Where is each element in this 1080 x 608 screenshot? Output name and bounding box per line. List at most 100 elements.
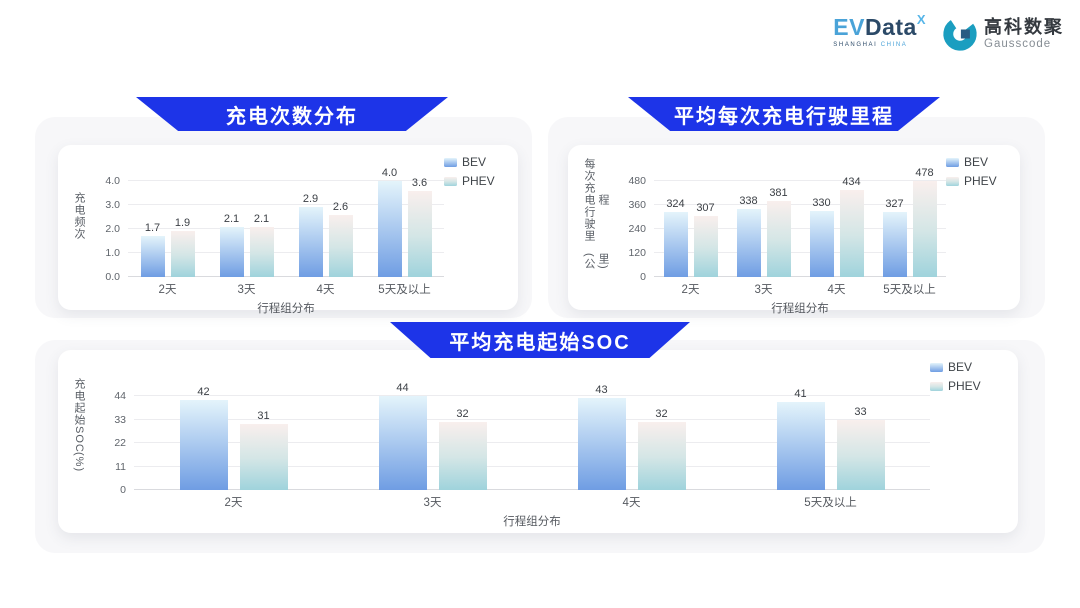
bar-value-label: 31 — [257, 409, 270, 422]
bar-value-label: 44 — [396, 382, 409, 394]
bars-row: 324 307 338 381 330 434 327 478 — [654, 168, 946, 277]
bar-value-label: 434 — [842, 176, 861, 189]
bar-bev — [577, 398, 626, 490]
x-axis-baseline — [134, 489, 930, 490]
y-axis-label-text: 每次充电行驶里程 — [583, 158, 609, 243]
chart3-title: 平均充电起始SOC — [449, 331, 631, 354]
bar-value-label: 330 — [812, 197, 831, 209]
bar-value-label: 32 — [655, 407, 668, 420]
gausscode-logo-icon — [943, 17, 977, 51]
gridline — [128, 252, 444, 253]
bar-phev — [839, 190, 864, 277]
x-category-label: 2天 — [158, 284, 177, 296]
bar-value-label: 4.0 — [381, 167, 398, 179]
legend-item-bev[interactable]: BEV — [946, 155, 1008, 169]
evdata-logo-text: EVDataX — [833, 13, 926, 40]
legend-label: PHEV — [948, 379, 981, 393]
y-tick-label: 0.0 — [105, 271, 120, 283]
y-axis-label: 每次充电行驶里程 (公里) — [582, 155, 610, 277]
bar-unit: 1.7 — [140, 223, 165, 277]
x-category-label: 5天及以上 — [883, 284, 936, 296]
x-axis-categories: 2天 3天 4天 5天及以上 — [654, 281, 946, 297]
legend: BEV PHEV — [930, 360, 1006, 419]
gausscode-logo: 高科数聚 Gausscode — [942, 16, 1064, 52]
bar-unit: 32 — [438, 407, 487, 490]
legend-item-phev[interactable]: PHEV — [930, 379, 1006, 393]
legend-item-bev[interactable]: BEV — [930, 360, 1006, 374]
gausscode-logo-text: 高科数聚 Gausscode — [984, 18, 1064, 50]
bar-value-label: 2.6 — [332, 200, 349, 213]
chart1-title-banner: 充电次数分布 — [136, 97, 448, 131]
x-axis-baseline — [654, 276, 946, 277]
chart3-card: 充电起始SOC (%) 0 11 22 33 44 42 31 44 32 43 32 41 33 2天 3天 4… — [58, 350, 1018, 533]
bar-unit: 44 — [378, 382, 427, 490]
axis-area: 0.0 1.0 2.0 3.0 4.0 1.7 1.9 2.1 2.1 2.9 2.6 4.0 3.6 2… — [90, 155, 444, 316]
bar-unit: 32 — [637, 407, 686, 490]
legend-item-bev[interactable]: BEV — [444, 155, 506, 169]
bar-phev — [328, 214, 353, 277]
bar-unit: 434 — [839, 176, 864, 277]
bar-unit: 33 — [836, 406, 885, 490]
x-category-label: 4天 — [622, 497, 641, 509]
bar-value-label: 324 — [666, 198, 685, 211]
chart1-title: 充电次数分布 — [226, 105, 358, 128]
evdata-logo-ev: EV — [833, 14, 865, 40]
category-group: 41 33 — [731, 389, 930, 490]
bar-bev — [179, 400, 228, 490]
category-group: 42 31 — [134, 387, 333, 490]
legend-item-phev[interactable]: PHEV — [946, 174, 1008, 188]
plot-grid: 1.7 1.9 2.1 2.1 2.9 2.6 4.0 3.6 — [128, 155, 444, 277]
bar-unit: 327 — [882, 197, 907, 277]
x-category-label: 4天 — [316, 284, 335, 296]
category-group: 327 478 — [873, 168, 946, 277]
y-tick-label: 120 — [628, 247, 646, 259]
bars-row: 42 31 44 32 43 32 41 33 — [134, 383, 930, 490]
x-axis-label: 行程组分布 — [771, 303, 829, 315]
legend-swatch-bev-icon — [444, 157, 457, 167]
legend-swatch-phev-icon — [946, 176, 959, 186]
legend: BEV PHEV — [444, 155, 506, 214]
legend-swatch-bev-icon — [930, 362, 943, 372]
legend-label: BEV — [462, 155, 487, 169]
y-tick-label: 22 — [114, 437, 126, 449]
legend: BEV PHEV — [946, 155, 1008, 214]
x-axis-label: 行程组分布 — [257, 303, 315, 315]
x-category-label: 3天 — [423, 497, 442, 509]
gridline — [134, 465, 930, 467]
category-group: 4.0 3.6 — [365, 168, 444, 277]
bar-value-label: 338 — [739, 195, 758, 208]
evdata-logo-data: Data — [864, 14, 917, 40]
gridline — [654, 252, 946, 253]
bar-value-label: 32 — [456, 407, 469, 420]
bar-phev — [239, 423, 288, 490]
bars-row: 1.7 1.9 2.1 2.1 2.9 2.6 4.0 3.6 — [128, 168, 444, 277]
bar-unit: 330 — [809, 197, 834, 277]
bar-value-label: 478 — [915, 167, 934, 180]
category-group: 2.9 2.6 — [286, 194, 365, 277]
bar-unit: 41 — [776, 389, 825, 490]
bar-bev — [219, 226, 244, 277]
legend-item-phev[interactable]: PHEV — [444, 174, 506, 188]
gridline — [654, 228, 946, 229]
y-tick-label: 360 — [628, 199, 646, 211]
bar-bev — [378, 396, 427, 490]
chart2-avg-mileage: 每次充电行驶里程 (公里) 0 120 240 360 480 324 307 338 381 330… — [568, 145, 1020, 315]
bar-unit: 2.9 — [298, 193, 323, 277]
bar-bev — [809, 211, 834, 277]
y-tick-label: 480 — [628, 175, 646, 187]
chart3-avg-start-soc: 充电起始SOC (%) 0 11 22 33 44 42 31 44 32 43 32 41 33 2天 3天 4… — [58, 350, 1018, 533]
y-tick-label: 240 — [628, 223, 646, 235]
bar-bev — [736, 209, 761, 277]
y-axis-label-text: 充电起始SOC — [73, 377, 85, 453]
bar-value-label: 43 — [595, 384, 608, 397]
category-group: 2.1 2.1 — [207, 213, 286, 277]
gridline — [134, 395, 930, 396]
bar-value-label: 2.9 — [302, 193, 319, 206]
bar-value-label: 327 — [885, 197, 904, 210]
bar-value-label: 381 — [769, 186, 788, 199]
y-axis-label-text: 充电频次 — [73, 192, 85, 240]
gridline — [128, 180, 444, 181]
chart2-title: 平均每次充电行驶里程 — [674, 105, 894, 128]
bar-value-label: 1.9 — [174, 217, 191, 230]
